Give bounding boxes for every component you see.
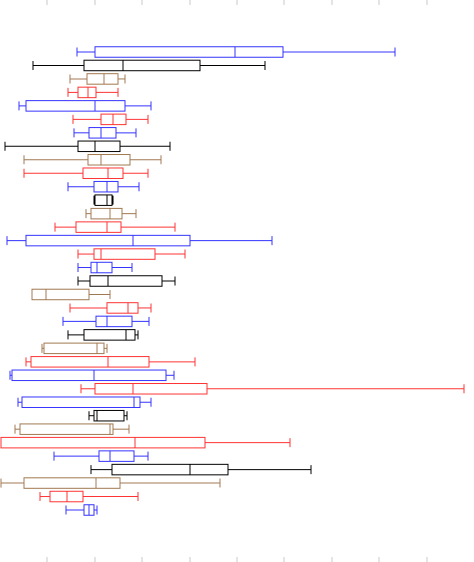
box-item (17, 396, 152, 408)
box-item (73, 127, 137, 139)
box-iqr (90, 261, 113, 274)
box-iqr (93, 248, 156, 260)
top-axis-ticks (46, 0, 428, 5)
box-iqr (23, 477, 121, 489)
box-item (14, 423, 130, 435)
box-item (90, 463, 312, 476)
box-item (41, 342, 108, 355)
box-iqr (93, 409, 125, 422)
box-iqr (87, 154, 131, 166)
box-iqr (30, 356, 150, 368)
box-item (39, 490, 139, 503)
box-item (69, 302, 152, 314)
box-item (0, 477, 221, 489)
box-iqr (83, 59, 201, 72)
box-iqr (0, 436, 206, 449)
box-iqr (19, 423, 114, 435)
box-item (0, 436, 291, 449)
box-item (6, 234, 273, 247)
box-item (85, 207, 137, 220)
box-iqr (95, 315, 133, 328)
box-iqr (93, 180, 119, 193)
box-item (18, 100, 152, 112)
box-item (76, 46, 396, 58)
box-item (77, 275, 176, 287)
box-series (0, 46, 465, 516)
box-item (23, 154, 162, 166)
box-iqr (77, 140, 121, 153)
box-iqr (90, 207, 123, 220)
box-item (31, 288, 111, 301)
box-iqr (106, 302, 139, 314)
box-item (67, 329, 139, 341)
box-item (67, 180, 140, 193)
box-item (77, 261, 133, 274)
box-item (4, 140, 171, 153)
bottom-axis-ticks (46, 557, 428, 562)
box-iqr (94, 46, 284, 58)
box-iqr (43, 342, 105, 355)
box-item (9, 369, 175, 382)
box-iqr (83, 329, 136, 341)
box-iqr (88, 127, 117, 139)
box-item (69, 73, 126, 85)
box-item (80, 383, 465, 395)
box-item (72, 113, 149, 126)
box-item (77, 248, 186, 260)
box-iqr (86, 73, 119, 85)
box-iqr (31, 288, 90, 301)
box-iqr (25, 234, 191, 247)
box-item (62, 315, 150, 328)
box-iqr (89, 275, 163, 287)
box-item (25, 356, 196, 368)
box-iqr (11, 369, 167, 382)
box-iqr (25, 100, 126, 112)
box-iqr (82, 167, 124, 179)
box-iqr (94, 194, 113, 206)
box-iqr (98, 450, 135, 462)
box-iqr (94, 383, 208, 395)
box-item (54, 221, 176, 233)
box-item (67, 86, 119, 99)
box-item (65, 504, 98, 516)
box-item (32, 59, 266, 72)
box-item (88, 409, 128, 422)
box-iqr (75, 221, 122, 233)
box-iqr (21, 396, 141, 408)
box-item (93, 194, 114, 206)
box-iqr (111, 463, 229, 476)
box-iqr (77, 86, 97, 99)
box-item (23, 167, 149, 179)
box-item (53, 450, 149, 462)
